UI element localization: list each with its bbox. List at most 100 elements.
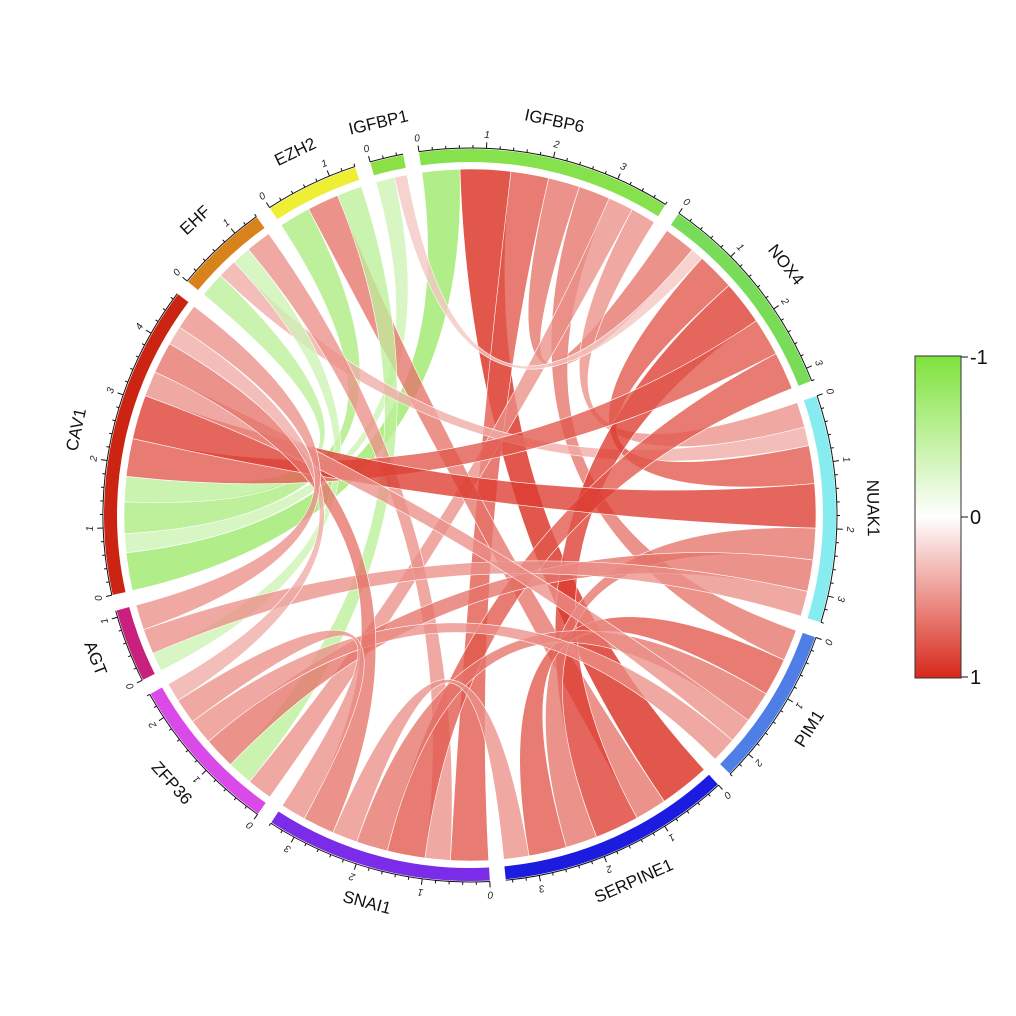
axis-tick [793, 686, 798, 689]
axis-tick [821, 407, 825, 410]
ribbon-agt-cav1 [135, 305, 321, 631]
axis-tick [787, 698, 794, 703]
axis-tick [254, 213, 257, 217]
axis-tick [185, 749, 189, 753]
axis-tick [697, 802, 701, 806]
tick-label: 1 [320, 158, 329, 170]
tick-label: 1 [417, 886, 424, 898]
axis-tick [707, 793, 711, 797]
axis-tick [729, 773, 733, 777]
sector-track-cav1 [104, 294, 189, 595]
axis-tick [244, 805, 248, 809]
axis-tick [603, 856, 607, 863]
axis-tick [830, 582, 834, 584]
axis-tick [700, 226, 703, 230]
axis-tick [130, 367, 134, 371]
axis-tick [748, 274, 752, 278]
ribbon-ehf-agt [152, 248, 342, 672]
axis-tick [304, 843, 307, 847]
axis-tick [773, 305, 779, 310]
axis-tick [155, 319, 159, 322]
axis-tick [539, 151, 542, 155]
axis-tick [290, 190, 294, 194]
sector-label-ehf: EHF [176, 202, 214, 239]
sector-label-igfbp6: IGFBP6 [523, 105, 586, 136]
sector-axis [115, 610, 143, 681]
tick-label: 3 [105, 386, 117, 395]
axis-tick [641, 187, 644, 192]
axis-tick [718, 784, 723, 790]
axis-tick [579, 161, 582, 165]
tick-label: 0 [244, 818, 255, 830]
axis-tick [765, 295, 769, 299]
axis-tick [182, 276, 188, 282]
axis-tick [794, 341, 798, 345]
axis-tick [565, 869, 567, 873]
axis-tick [201, 769, 207, 775]
axis-tick [162, 308, 166, 311]
axis-tick [222, 239, 226, 243]
axis-tick [756, 743, 760, 746]
sector-track-agt [116, 607, 155, 680]
axis-tick [133, 667, 137, 670]
axis-tick [223, 788, 227, 792]
axis-tick [109, 432, 113, 435]
axis-tick [678, 208, 683, 214]
sector-axis [678, 212, 813, 381]
tick-label: 2 [604, 862, 615, 875]
axis-tick [329, 854, 332, 858]
axis-tick [176, 739, 180, 742]
tick-label: 1 [840, 456, 852, 463]
sector-axis [186, 216, 257, 282]
tick-label: 4 [134, 321, 147, 332]
axis-tick [367, 867, 370, 871]
ribbon-ezh2-cav1 [123, 208, 361, 535]
tick-label: 2 [778, 296, 791, 308]
ribbon-igfbp6-zfp36 [249, 197, 633, 798]
axis-tick [233, 797, 237, 801]
ribbon-pim1-cav1 [144, 371, 749, 741]
axis-tick [193, 268, 197, 272]
axis-tick [417, 145, 420, 152]
axis-tick [800, 354, 804, 357]
axis-tick [290, 836, 295, 843]
sector-track-ezh2 [270, 167, 360, 220]
axis-tick [170, 296, 174, 300]
sector-label-pim1: PIM1 [791, 707, 828, 751]
axis-tick [566, 157, 568, 162]
axis-tick [194, 759, 198, 763]
axis-tick [552, 872, 554, 876]
tick-label: 2 [147, 719, 160, 731]
axis-tick [665, 201, 668, 205]
axis-tick [604, 170, 607, 174]
axis-tick [739, 264, 743, 267]
axis-tick [118, 629, 122, 632]
sector-track-igfbp6 [419, 149, 665, 217]
axis-tick [811, 379, 815, 382]
axis-tick [824, 608, 828, 611]
ribbon-ehf-cav1 [123, 274, 326, 503]
tick-label: 3 [538, 882, 546, 894]
axis-tick [787, 329, 791, 333]
axis-tick [757, 284, 761, 288]
axis-tick [407, 876, 410, 880]
sector-label-snai1: SNAI1 [341, 887, 393, 918]
sector-track-igfbp1 [370, 155, 406, 176]
axis-tick [616, 851, 619, 855]
axis-tick [538, 875, 541, 882]
ribbon-snai1-zfp36 [177, 629, 365, 820]
axis-tick [243, 221, 246, 225]
axis-tick [136, 679, 143, 684]
sector-track-nox4 [670, 214, 811, 386]
axis-tick [827, 595, 834, 598]
sector-track-snai1 [271, 811, 490, 881]
sector-axis [370, 153, 404, 163]
sector-axis [418, 147, 666, 205]
axis-tick [106, 581, 110, 583]
axis-tick [420, 878, 423, 885]
ribbon-nuak1-agt [143, 560, 808, 654]
legend-label-mid: 0 [970, 507, 981, 529]
axis-tick [116, 406, 120, 409]
sector-axis [816, 395, 838, 623]
